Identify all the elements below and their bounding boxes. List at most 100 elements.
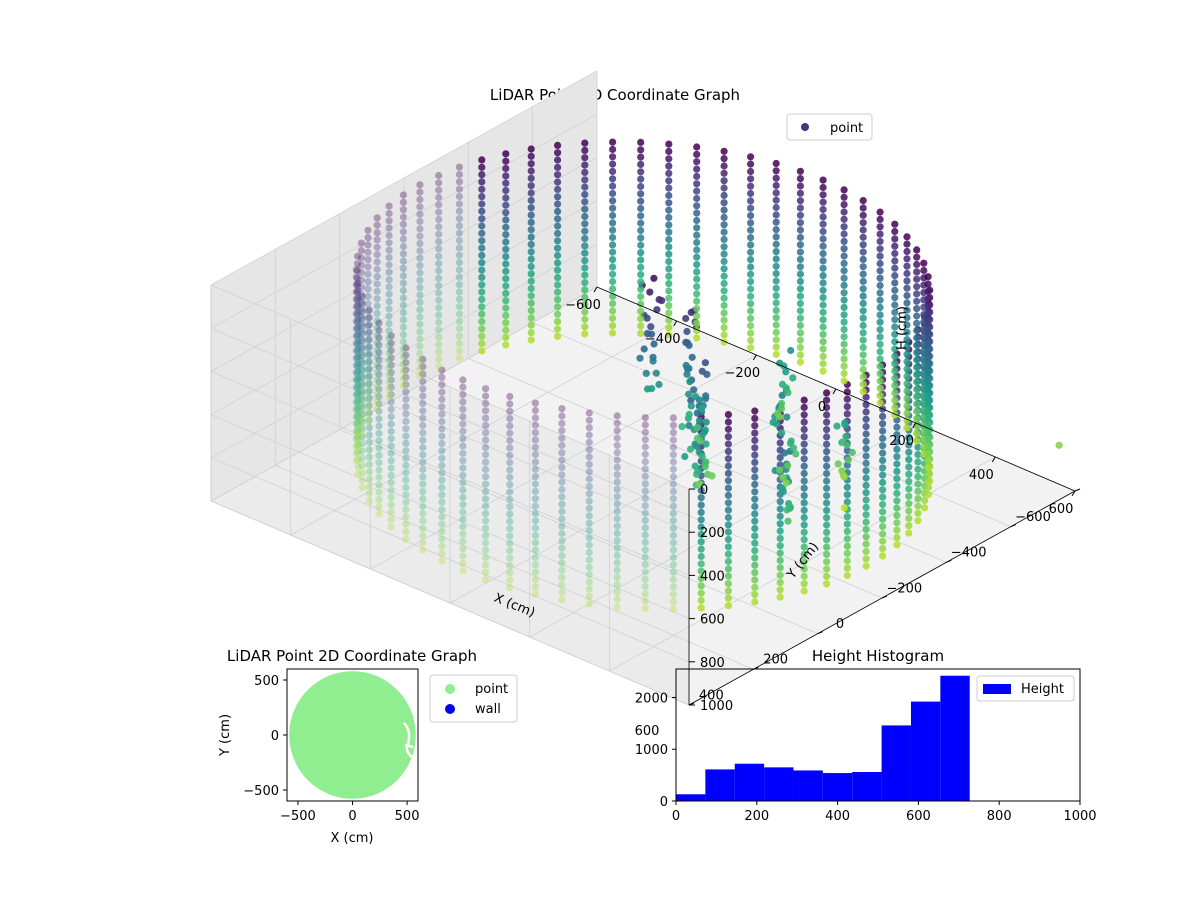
point [506,569,513,576]
point [893,512,900,519]
point [502,253,509,260]
point [721,207,728,214]
point [863,541,870,548]
point [456,281,463,288]
point [386,210,393,217]
point [879,442,886,449]
point [925,442,932,449]
point [400,360,407,367]
point [416,358,423,365]
point [581,198,588,205]
point [863,467,870,474]
point [506,488,513,495]
point [532,524,539,531]
point [721,331,728,338]
point [358,240,365,247]
point [609,241,616,248]
point [400,191,407,198]
point [586,578,593,585]
point [914,488,921,495]
point [502,327,509,334]
point [586,586,593,593]
point [841,245,848,252]
y-tick-label: −400 [951,546,987,561]
point [438,396,445,403]
x-tick-label: 400 [825,809,850,824]
point [863,452,870,459]
point [841,363,848,370]
point [459,472,466,479]
point [400,302,407,309]
point [502,268,509,275]
point [558,493,565,500]
point [364,374,371,381]
point [823,521,830,528]
point [903,255,910,262]
point [528,278,535,285]
point [879,479,886,486]
point [751,496,758,503]
point [841,355,848,362]
point [419,422,426,429]
point [482,444,489,451]
point [609,278,616,285]
point [358,394,365,401]
point [532,576,539,583]
point [614,493,621,500]
point [435,231,442,238]
point [419,473,426,480]
point [693,276,700,283]
point [845,456,852,463]
point [841,473,848,480]
point [914,458,921,465]
point [528,256,535,263]
point [366,461,373,468]
point [693,261,700,268]
point [388,435,395,442]
point [435,311,442,318]
point [913,320,920,327]
point [698,405,705,412]
point [747,337,754,344]
point [364,337,371,344]
point [820,353,827,360]
point [820,184,827,191]
point [400,265,407,272]
point [877,245,884,252]
point [665,170,672,177]
point [823,441,830,448]
point [502,224,509,231]
point [358,284,365,291]
point [863,533,870,540]
point [586,520,593,527]
point [820,360,827,367]
point [364,322,371,329]
x-tick-label: −400 [645,332,681,347]
point [400,346,407,353]
point [903,380,910,387]
point [609,249,616,256]
point [386,283,393,290]
point [721,265,728,272]
point [456,259,463,266]
point [925,295,932,302]
point [893,497,900,504]
point [665,273,672,280]
point [844,528,851,535]
point [419,385,426,392]
point [820,235,827,242]
point [823,433,830,440]
point [581,257,588,264]
point [456,164,463,171]
point [609,190,616,197]
point [879,552,886,559]
point [797,197,804,204]
point [438,462,445,469]
point [416,211,423,218]
point [905,456,912,463]
point [697,437,704,444]
point [721,199,728,206]
chart-3d-legend-label: point [830,121,863,136]
point [459,413,466,420]
point [891,272,898,279]
